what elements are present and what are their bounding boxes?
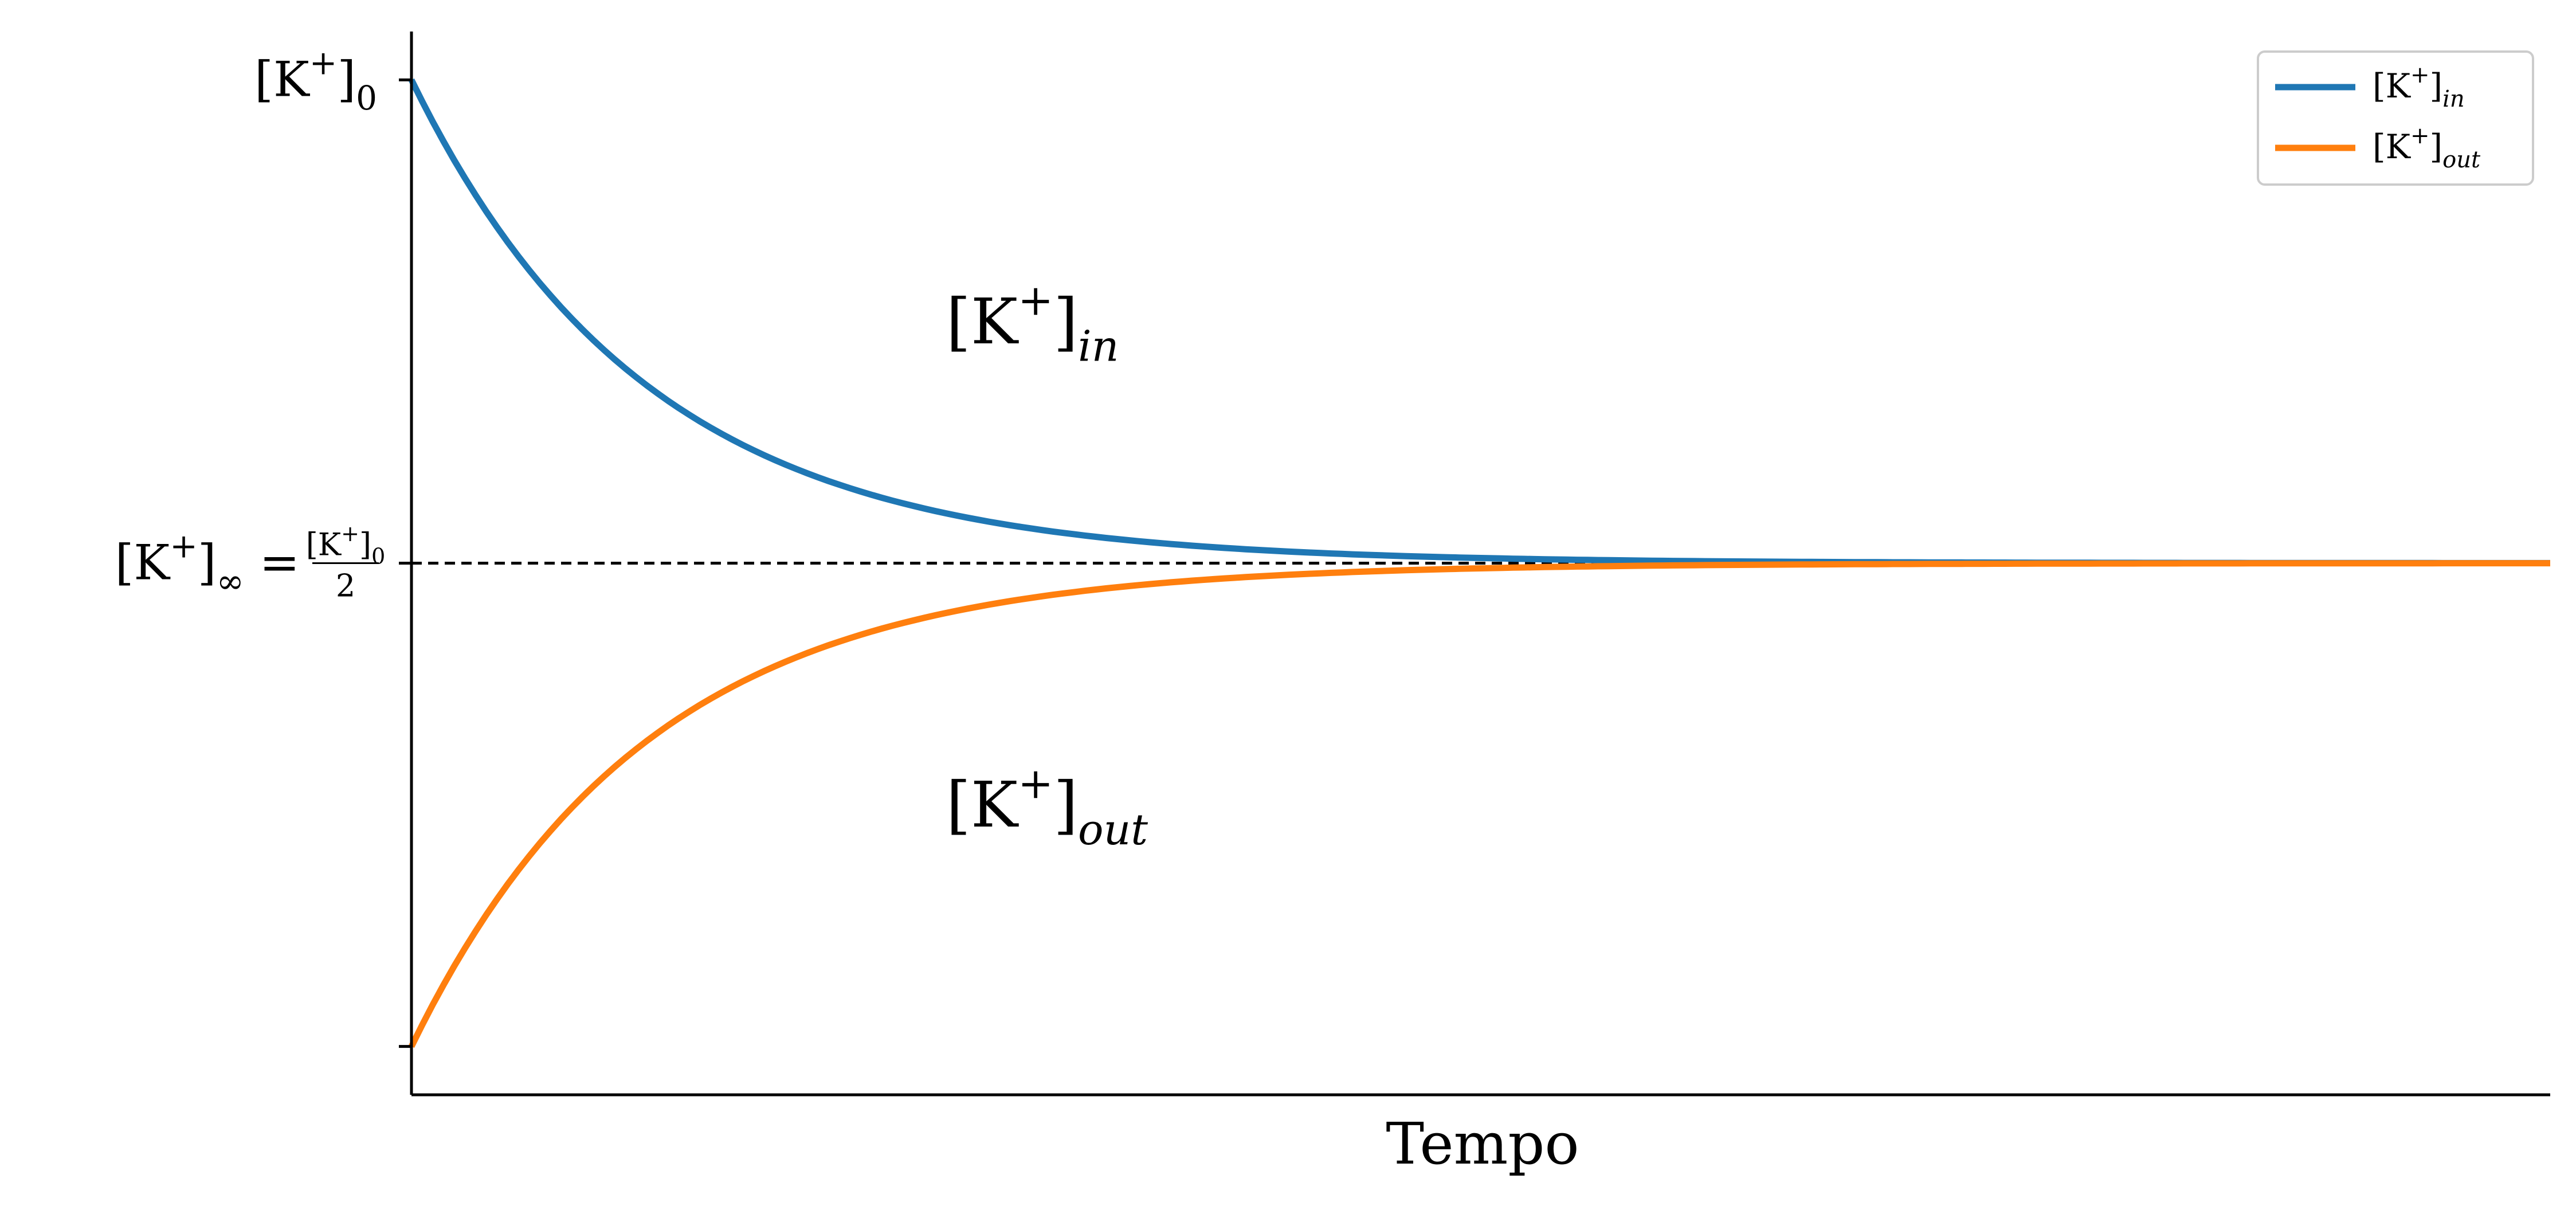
annotation-in-close: ]	[1053, 285, 1078, 358]
annotation-out-sub: out	[1078, 805, 1148, 855]
axes-layer: [K+]0[K+]∞ = [K+]02	[115, 32, 2550, 1097]
y-tick-label-1-sub: ∞	[217, 562, 244, 601]
legend-label-in-sub: in	[2442, 86, 2465, 112]
annotation-out-sup: +	[1018, 759, 1053, 809]
legend: [K+]in[K+]out	[2257, 50, 2534, 186]
y-tick-fraction-numerator-sup: +	[341, 521, 359, 546]
legend-label-out-base: [K	[2373, 127, 2412, 166]
annotation-out: [K+]out	[946, 759, 1148, 855]
y-tick-label-eq: =	[244, 535, 300, 591]
series-layer	[409, 78, 2550, 1048]
annotation-layer: [K+]in[K+]out	[946, 276, 1148, 854]
annotation-in-sub: in	[1078, 322, 1119, 371]
y-tick-fraction-denominator: 2	[336, 568, 355, 604]
annotation-in: [K+]in	[946, 276, 1119, 371]
legend-label-out-sub: out	[2442, 147, 2481, 173]
legend-label-out: [K+]out	[2373, 123, 2481, 173]
legend-label-in-sup: +	[2410, 62, 2430, 88]
legend-label-in: [K+]in	[2373, 62, 2465, 112]
series-line-out	[409, 560, 2550, 1048]
y-tick-fraction-numerator-close: ]	[359, 527, 371, 563]
legend-label-in-base: [K	[2373, 66, 2412, 105]
y-tick-fraction-numerator-sub: 0	[371, 544, 385, 569]
legend-label-out-close: ]	[2429, 127, 2442, 166]
y-tick-label-0-close: ]	[337, 51, 356, 107]
y-tick-label-0-base: [K	[254, 51, 311, 107]
annotation-in-base: [K	[946, 285, 1019, 358]
y-tick-label-0: [K+]0	[254, 44, 377, 118]
legend-label-in-close: ]	[2429, 66, 2442, 105]
y-tick-label-1-base: [K	[115, 535, 171, 591]
annotation-out-close: ]	[1053, 768, 1078, 841]
y-tick-label-1-sup: +	[170, 527, 198, 566]
y-tick-label-1-close: ]	[198, 535, 217, 591]
annotation-out-base: [K	[946, 768, 1019, 841]
x-axis-label: Tempo	[1386, 1110, 1579, 1177]
y-tick-fraction-numerator-base: [K	[306, 527, 342, 563]
y-tick-label-0-sup: +	[309, 44, 338, 83]
y-tick-label-1: [K+]∞ =	[115, 527, 300, 601]
legend-label-out-sup: +	[2410, 123, 2430, 149]
annotation-in-sup: +	[1018, 276, 1053, 325]
y-tick-label-0-sub: 0	[356, 79, 377, 118]
y-tick-fraction-numerator: [K+]0	[306, 521, 386, 569]
